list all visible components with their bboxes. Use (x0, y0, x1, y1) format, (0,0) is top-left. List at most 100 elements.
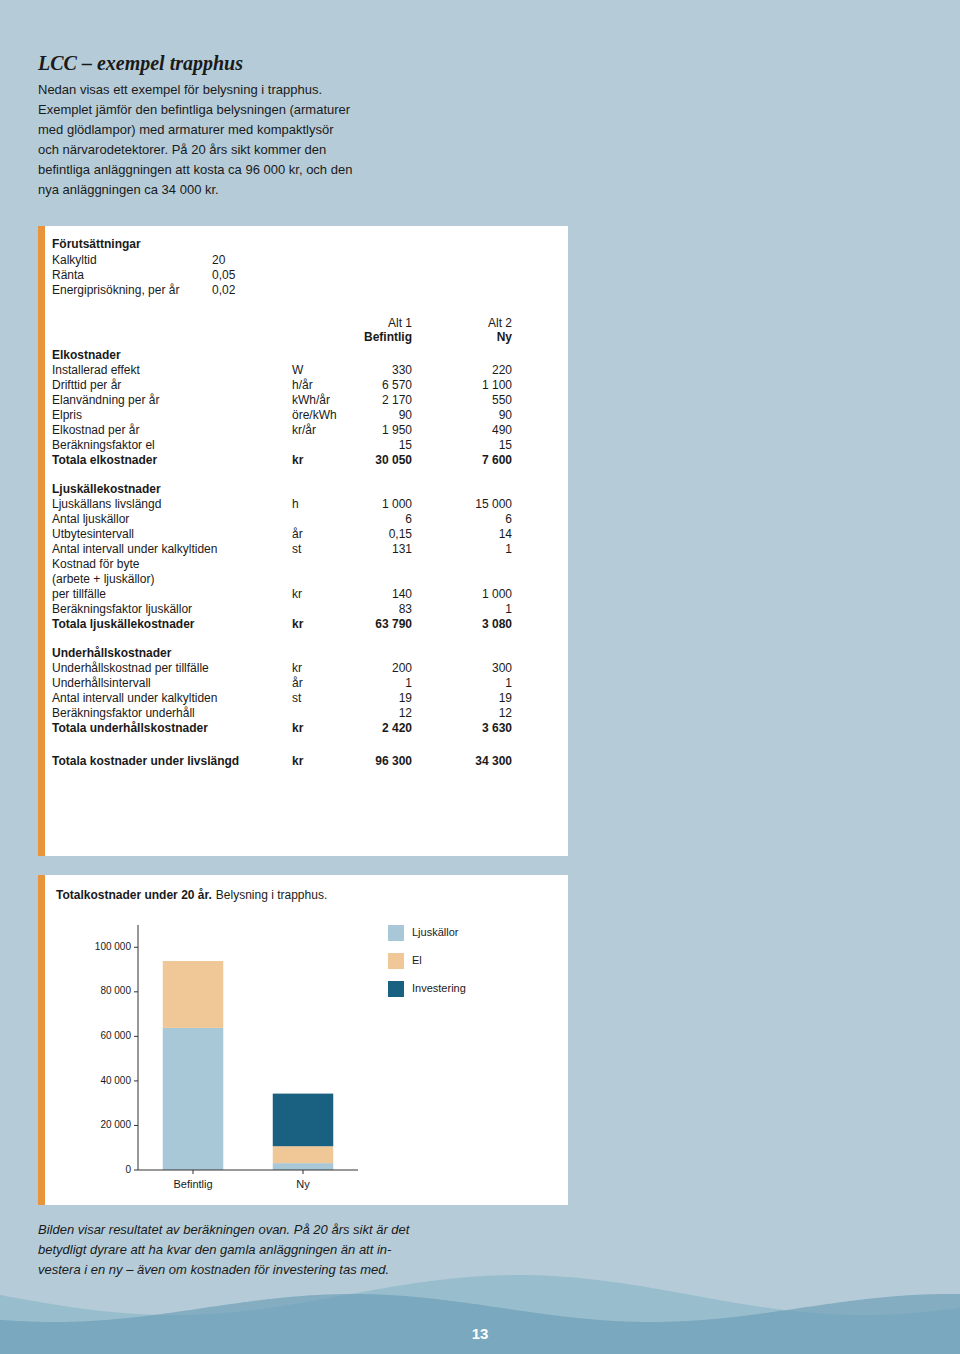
row-unit: kr (292, 754, 304, 768)
row-label: Antal intervall under kalkyltiden (52, 691, 217, 705)
accent-bar (38, 875, 45, 1205)
chart: Totalkostnader under 20 år. Belysning i t… (38, 875, 568, 1205)
x-tick-label: Ny (296, 1178, 310, 1190)
row-label: Underhållsintervall (52, 676, 151, 690)
section-header: Underhållskostnader (52, 646, 172, 660)
y-tick (134, 947, 138, 948)
row-unit: år (292, 527, 303, 541)
row-unit: kr/år (292, 423, 316, 437)
column-header: Ny (497, 330, 513, 344)
condition-label: Kalkyltid (52, 253, 97, 267)
x-tick-label: Befintlig (173, 1178, 212, 1190)
intro-line: Nedan visas ett exempel för belysning i … (38, 82, 322, 97)
row-value: 1 000 (382, 497, 412, 511)
row-label: Utbytesintervall (52, 527, 134, 541)
background (0, 0, 960, 1354)
row-label: Installerad effekt (52, 363, 140, 377)
chart-subtitle: Belysning i trapphus. (216, 888, 327, 902)
row-value: 6 (505, 512, 512, 526)
y-axis (138, 925, 139, 1170)
row-value: 12 (499, 706, 513, 720)
wave (0, 1294, 960, 1354)
row-label: Beräkningsfaktor el (52, 438, 155, 452)
condition-label: Ränta (52, 268, 84, 282)
row-unit: W (292, 363, 304, 377)
y-tick-label: 40 000 (100, 1075, 131, 1086)
page: LCC – exempel trapphusNedan visas ett ex… (0, 0, 960, 1354)
condition-value: 20 (212, 253, 226, 267)
row-unit: år (292, 676, 303, 690)
row-label: Totala kostnader under livslängd (52, 754, 239, 768)
row-label: Underhållskostnad per tillfälle (52, 661, 209, 675)
row-value: 19 (399, 691, 413, 705)
row-value: 140 (392, 587, 412, 601)
row-value: 1 (505, 542, 512, 556)
page-number: 13 (472, 1325, 489, 1342)
footer-line: betydligt dyrare att ha kvar den gamla a… (38, 1242, 392, 1257)
x-tick (193, 1170, 194, 1174)
row-label: Drifttid per år (52, 378, 121, 392)
row-value: 1 000 (482, 587, 512, 601)
wave (0, 1275, 960, 1354)
row-unit: h/år (292, 378, 313, 392)
table: FörutsättningarKalkyltid20Ränta0,05Energ… (38, 226, 568, 856)
row-label: (arbete + ljuskällor) (52, 572, 154, 586)
row-value: 83 (399, 602, 413, 616)
row-label: Totala elkostnader (52, 453, 157, 467)
row-value: 1 (405, 676, 412, 690)
bars (163, 961, 334, 1170)
legend-swatch (388, 953, 404, 969)
y-tick (134, 1036, 138, 1037)
row-label: Elkostnad per år (52, 423, 139, 437)
column-header: Alt 1 (388, 316, 412, 330)
intro-line: befintliga anläggningen att kosta ca 96 … (38, 162, 352, 177)
row-value: 15 (399, 438, 413, 452)
bar (163, 961, 224, 1028)
y-tick (134, 1080, 138, 1081)
row-unit: kr (292, 453, 304, 467)
row-value: 34 300 (475, 754, 512, 768)
row-value: 550 (492, 393, 512, 407)
row-value: 7 600 (482, 453, 512, 467)
intro-line: nya anläggningen ca 34 000 kr. (38, 182, 219, 197)
row-value: 2 420 (382, 721, 412, 735)
row-value: 200 (392, 661, 412, 675)
footer-line: Bilden visar resultatet av beräkningen o… (38, 1222, 411, 1237)
row-label: Totala underhållskostnader (52, 721, 208, 735)
row-value: 90 (399, 408, 413, 422)
y-tick (134, 1125, 138, 1126)
row-value: 90 (499, 408, 513, 422)
row-label: Ljuskällans livslängd (52, 497, 161, 511)
row-value: 19 (499, 691, 513, 705)
condition-label: Energiprisökning, per år (52, 283, 179, 297)
row-value: 1 100 (482, 378, 512, 392)
bar (273, 1094, 334, 1147)
row-value: 1 (505, 676, 512, 690)
chart-title: Totalkostnader under 20 år. (56, 888, 212, 902)
row-value: 3 080 (482, 617, 512, 631)
bar (273, 1146, 334, 1163)
row-value: 330 (392, 363, 412, 377)
row-unit: öre/kWh (292, 408, 337, 422)
legend-label: Ljuskällor (412, 926, 459, 938)
row-label: Totala ljuskällekostnader (52, 617, 195, 631)
row-unit: kr (292, 587, 302, 601)
row-unit: kr (292, 721, 304, 735)
y-tick (134, 1170, 138, 1171)
legend-swatch (388, 925, 404, 941)
row-value: 220 (492, 363, 512, 377)
row-value: 300 (492, 661, 512, 675)
condition-value: 0,05 (212, 268, 236, 282)
row-value: 15 (499, 438, 513, 452)
row-value: 63 790 (375, 617, 412, 631)
table-box (38, 226, 568, 856)
row-unit: kWh/år (292, 393, 330, 407)
y-tick-label: 0 (125, 1164, 131, 1175)
row-label: Kostnad för byte (52, 557, 140, 571)
accent-bar (38, 226, 45, 856)
row-value: 15 000 (475, 497, 512, 511)
row-value: 14 (499, 527, 513, 541)
row-value: 0,15 (389, 527, 413, 541)
row-label: Beräkningsfaktor underhåll (52, 706, 195, 720)
row-unit: kr (292, 661, 302, 675)
